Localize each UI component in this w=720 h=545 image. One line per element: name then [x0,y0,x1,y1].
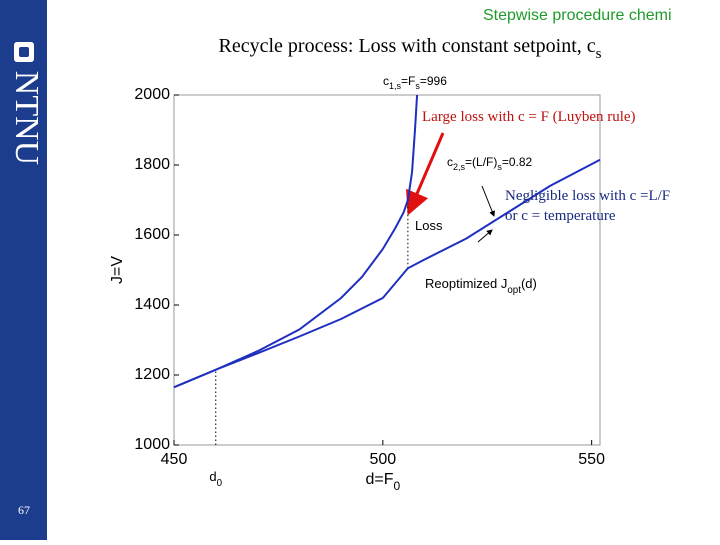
x-axis-label-part: d=F [365,471,393,488]
x-annotation-part: d [209,469,216,484]
annotation-part: c [383,74,389,88]
annotation-part: Large loss with c = F (Luyben rule) [422,109,636,125]
y-tick-label: 1400 [134,296,170,313]
chart-title-part: s [596,46,602,62]
annotation: Large loss with c = F (Luyben rule) [422,109,636,125]
annotation-part: or c = temperature [505,208,616,224]
page-number: 67 [18,503,30,517]
logo-text: NTNU [8,71,45,165]
annotation-part: Reoptimized J [425,276,507,291]
y-tick-label: 1200 [134,366,170,383]
series-line [173,158,601,389]
arrow [481,185,495,217]
annotation-part: 2,s [453,162,466,172]
x-tick-label: 450 [161,451,188,468]
annotation: c1,s=Fs=996 [383,74,447,91]
annotation: Negligible loss with c =L/F [505,188,670,204]
chart-title: Recycle process: Loss with constant setp… [219,35,602,63]
series-line [173,94,419,389]
annotation: c2,s=(L/F)s=0.82 [447,155,533,172]
annotation-part: 1,s [389,81,402,91]
x-axis-label-part: 0 [393,479,400,493]
x-annotation: d0 [209,469,222,489]
y-tick-label: 1800 [134,156,170,173]
annotation-part: Negligible loss with c =L/F [505,188,670,204]
annotation-part: s [497,162,502,172]
x-tick-label: 550 [578,451,605,468]
arrow [406,132,445,216]
x-tick-label: 500 [369,451,396,468]
y-tick-label: 1600 [134,226,170,243]
header: Stepwise procedure chemi [483,7,672,24]
y-axis-label: J=V [109,256,126,284]
annotation-part: s [415,81,420,91]
sidebar [0,0,47,540]
annotation: or c = temperature [505,208,616,224]
annotation: Loss [415,218,443,233]
plot-frame [173,94,601,446]
annotation: Reoptimized Jopt(d) [425,276,537,296]
x-annotation-part: 0 [217,478,223,489]
y-tick-label: 1000 [134,436,170,453]
annotation-part: =F [401,74,415,88]
x-axis-label: d=F0 [365,471,400,493]
y-tick-label: 2000 [134,86,170,103]
logo-icon-inner [19,47,29,57]
annotation-part: =(L/F) [465,155,497,169]
annotation-part: (d) [521,276,537,291]
annotation-part: opt [507,285,521,296]
annotation-part: =996 [420,74,447,88]
annotation-part: c [447,155,453,169]
chart-title-part: Recycle process: Loss with constant setp… [219,35,596,57]
annotation-part: Loss [415,218,443,233]
annotation-part: =0.82 [502,155,533,169]
arrow [477,229,493,243]
